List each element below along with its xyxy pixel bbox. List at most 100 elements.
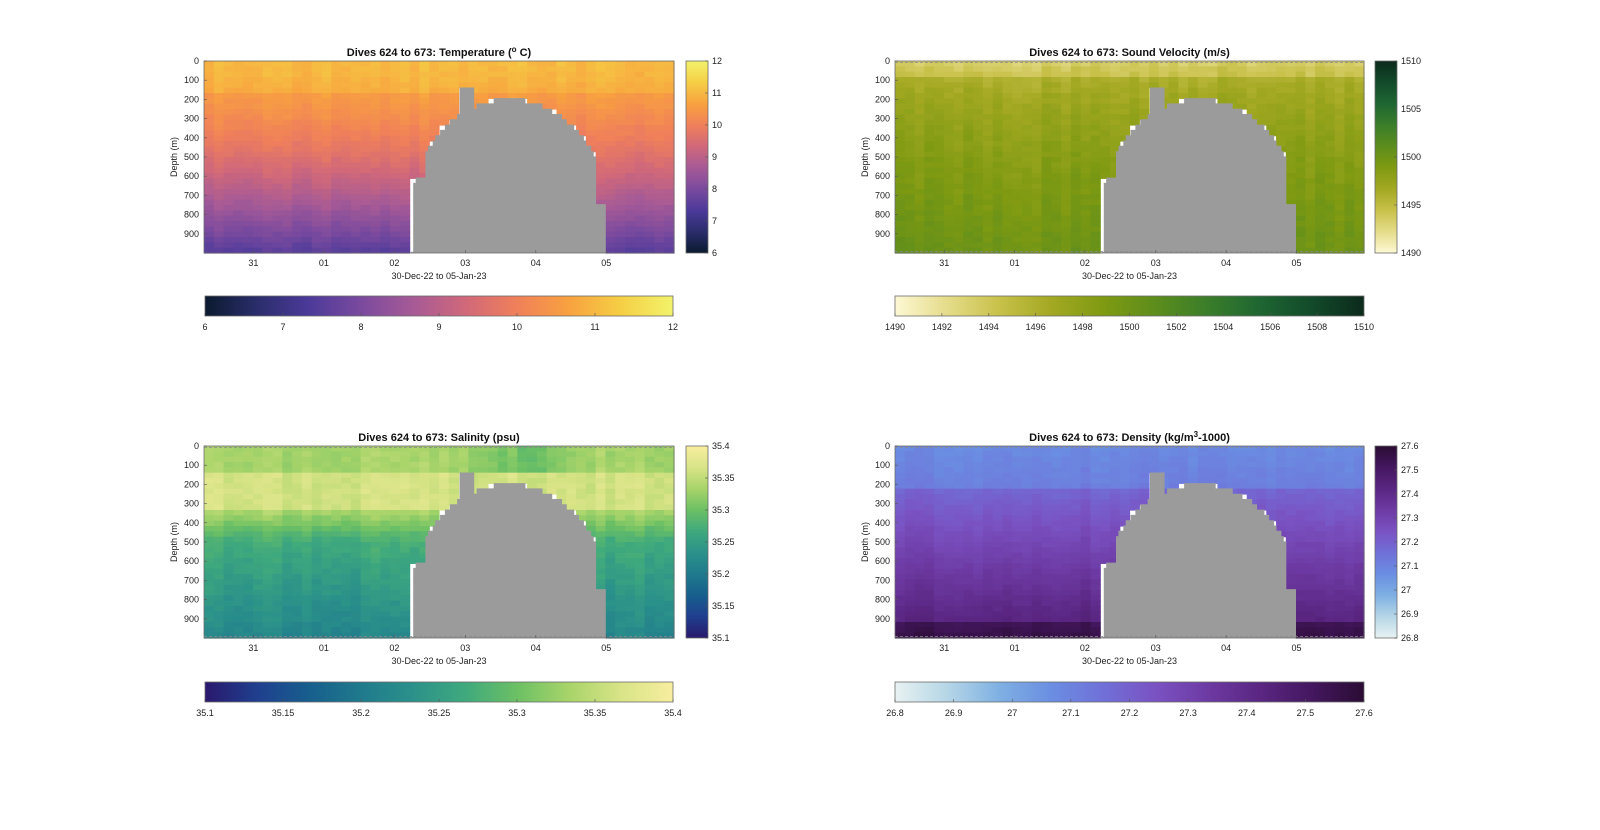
heatmap-cell: [654, 130, 665, 137]
heatmap-cell: [341, 515, 352, 522]
heatmap-cell: [213, 125, 225, 131]
heatmap-cell: [1090, 226, 1101, 233]
heatmap-cell: [1080, 526, 1092, 532]
heatmap-cell: [982, 483, 994, 490]
heatmap-cell: [1276, 515, 1287, 522]
heatmap-cell: [223, 622, 234, 628]
heatmap-cell: [1324, 183, 1336, 190]
heatmap-cell: [429, 71, 440, 78]
heatmap-cell: [1354, 183, 1365, 190]
heatmap-cell: [625, 574, 636, 580]
heatmap-cell: [350, 151, 362, 158]
heatmap-cell: [399, 119, 411, 126]
heatmap-cell: [292, 616, 303, 623]
heatmap-cell: [963, 183, 974, 190]
heatmap-cell: [654, 98, 665, 105]
heatmap-cell: [311, 563, 323, 570]
heatmap-cell: [1061, 93, 1072, 99]
heatmap-cell: [380, 231, 391, 238]
heatmap-cell: [1080, 590, 1092, 596]
heatmap-cell: [390, 568, 401, 575]
heatmap-cell: [380, 141, 391, 147]
heatmap-cell: [634, 499, 646, 506]
heatmap-cell: [1031, 467, 1043, 474]
heatmap-cell: [1295, 520, 1306, 527]
heatmap-cell: [595, 130, 607, 137]
heatmap-cell: [914, 526, 925, 532]
heatmap-cell: [301, 595, 313, 602]
heatmap-cell: [973, 563, 984, 570]
heatmap-cell: [1276, 114, 1287, 121]
heatmap-cell: [1022, 611, 1033, 618]
heatmap-cell: [399, 226, 411, 233]
heatmap-cell: [895, 510, 906, 516]
heatmap-cell: [292, 178, 303, 185]
heatmap-cell: [419, 488, 430, 495]
heatmap-cell: [272, 231, 283, 238]
heatmap-cell: [1061, 183, 1072, 190]
heatmap-cell: [924, 558, 935, 564]
heatmap-cell: [615, 82, 626, 89]
heatmap-cell: [924, 135, 935, 142]
heatmap-cell: [1354, 93, 1365, 99]
heatmap-cell: [1246, 87, 1258, 94]
heatmap-cell: [419, 77, 430, 83]
heatmap-cell: [390, 146, 401, 153]
heatmap-cell: [895, 499, 906, 506]
heatmap-cell: [973, 98, 984, 105]
heatmap-cell: [973, 611, 984, 618]
heatmap-cell: [272, 215, 283, 222]
heatmap-cell: [419, 61, 430, 67]
heatmap-cell: [1041, 558, 1052, 564]
bottom-colorbar-label: 35.2: [352, 708, 370, 718]
heatmap-cell: [924, 606, 935, 612]
heatmap-cell: [924, 130, 935, 137]
heatmap-cell: [360, 558, 372, 564]
heatmap-cell: [1090, 141, 1101, 147]
heatmap-cell: [982, 568, 994, 575]
heatmap-cell: [924, 167, 935, 174]
heatmap-cell: [223, 600, 234, 607]
heatmap-cell: [1109, 98, 1121, 105]
heatmap-cell: [341, 247, 352, 254]
heatmap-cell: [1295, 563, 1306, 570]
heatmap-cell: [605, 632, 616, 639]
heatmap-cell: [1129, 478, 1140, 484]
heatmap-cell: [644, 109, 656, 115]
heatmap-cell: [390, 93, 401, 99]
heatmap-cell: [1119, 125, 1131, 131]
heatmap-cell: [1109, 125, 1121, 131]
heatmap-cell: [1236, 71, 1248, 78]
heatmap-cell: [272, 611, 283, 618]
heatmap-cell: [1285, 520, 1297, 527]
heatmap-cell: [419, 446, 430, 452]
heatmap-cell: [409, 125, 421, 131]
heatmap-cell: [223, 563, 234, 570]
heatmap-cell: [924, 456, 935, 463]
heatmap-cell: [350, 600, 362, 607]
heatmap-cell: [654, 606, 665, 612]
heatmap-cell: [934, 584, 945, 591]
heatmap-cell: [262, 536, 274, 543]
heatmap-cell: [625, 82, 636, 89]
heatmap-cell: [233, 504, 244, 511]
heatmap-cell: [1061, 199, 1072, 206]
heatmap-cell: [1236, 87, 1248, 94]
heatmap-cell: [262, 584, 274, 591]
heatmap-cell: [233, 61, 244, 67]
heatmap-cell: [644, 504, 656, 511]
heatmap-cell: [321, 579, 332, 586]
heatmap-cell: [1149, 77, 1160, 83]
heatmap-cell: [223, 205, 234, 211]
heatmap-cell: [399, 183, 411, 190]
heatmap-cell: [1197, 446, 1209, 452]
heatmap-cell: [1080, 226, 1092, 233]
heatmap-cell: [943, 199, 955, 206]
heatmap-cell: [272, 584, 283, 591]
heatmap-cell: [654, 109, 665, 115]
heatmap-cell: [634, 627, 646, 634]
heatmap-cell: [341, 98, 352, 105]
heatmap-cell: [1266, 98, 1277, 105]
heatmap-cell: [654, 499, 665, 506]
heatmap-cell: [644, 616, 656, 623]
